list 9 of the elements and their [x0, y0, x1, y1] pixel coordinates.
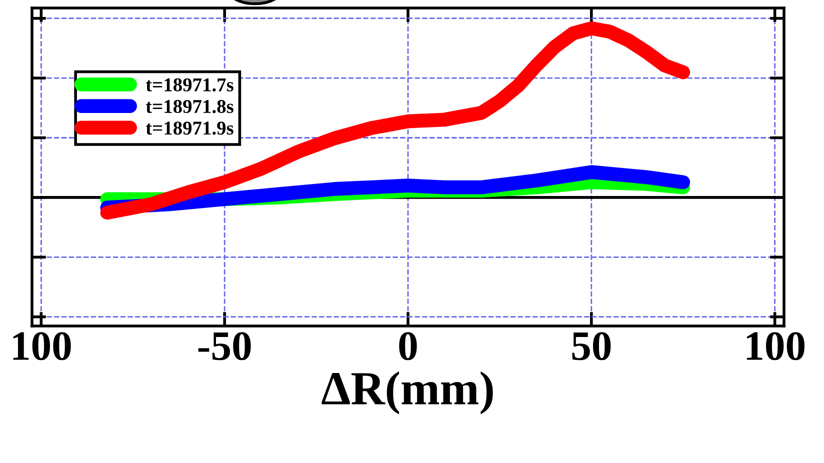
x-tick-label: 0 [399, 332, 417, 360]
x-tick-label: 100 [746, 332, 804, 360]
x-tick-label: 50 [572, 332, 611, 360]
legend-label: t=18971.9s [146, 122, 234, 135]
x-axis-title: ΔR(mm) [322, 371, 493, 414]
x-tick-label: -50 [198, 332, 251, 360]
legend-label: t=18971.7s [146, 78, 234, 92]
x-tick-label: 100 [13, 332, 71, 360]
legend-label: t=18971.8s [146, 100, 234, 114]
